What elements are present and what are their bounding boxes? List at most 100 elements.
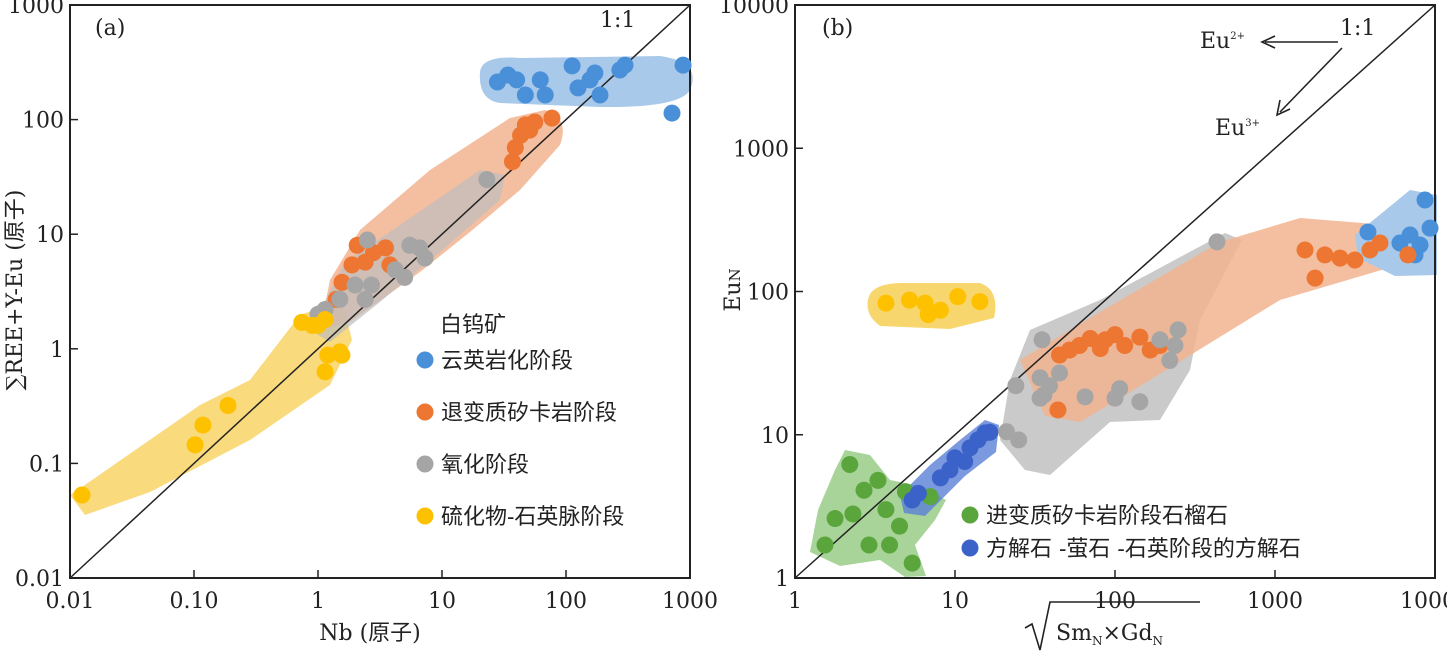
y-tick-label: 1 (775, 567, 789, 592)
data-point (343, 256, 361, 274)
data-point (1007, 377, 1025, 395)
data-point (891, 517, 909, 535)
data-point (981, 423, 999, 441)
data-point (416, 249, 434, 267)
data-point (333, 346, 351, 364)
data-point (563, 57, 581, 75)
data-point (860, 536, 878, 554)
legend-marker (416, 507, 434, 525)
data-point (219, 397, 237, 415)
data-point (358, 231, 376, 249)
data-point (1041, 377, 1059, 395)
data-point (1331, 249, 1349, 267)
x-tick-label: 1 (788, 589, 802, 614)
data-point (543, 109, 561, 127)
data-point (186, 436, 204, 454)
data-point (956, 453, 974, 471)
data-point (1049, 401, 1067, 419)
legend-marker (416, 351, 434, 369)
y-axis-label: ∑REE+Y-Eu (原子) (3, 190, 28, 391)
sqrt-sign (1024, 601, 1200, 651)
data-point (1051, 364, 1069, 382)
data-point (346, 276, 364, 294)
legend-label: 氧化阶段 (441, 453, 529, 478)
legend-label: 退变质矽卡岩阶段 (441, 401, 617, 426)
data-point (881, 536, 899, 554)
data-point (1359, 223, 1377, 241)
data-point (1371, 234, 1389, 252)
x-tick-label: 1000 (662, 589, 718, 614)
y-tick-label: 1000 (8, 0, 64, 19)
data-point (663, 104, 681, 122)
data-point (1416, 191, 1434, 209)
data-point (356, 290, 374, 308)
x-tick-label: 1 (311, 589, 325, 614)
y-tick-label: 10 (761, 424, 789, 449)
data-point (1208, 233, 1226, 251)
x-label-sub: N (1153, 634, 1164, 648)
legend-title: 白钨矿 (440, 313, 506, 338)
y-tick-label: 1000 (733, 137, 789, 162)
x-axis-label: Nb (原子) (319, 621, 421, 646)
x-tick-label: 10 (428, 589, 456, 614)
data-point (1151, 331, 1169, 349)
data-point (478, 171, 496, 189)
data-point (877, 501, 895, 519)
data-point (1346, 251, 1364, 269)
data-point (362, 276, 380, 294)
data-point (1010, 431, 1028, 449)
data-point (586, 64, 604, 82)
data-point (516, 86, 534, 104)
x-tick-label: 100 (545, 589, 587, 614)
eu3-label: Eu3+ (1215, 116, 1260, 141)
data-point (877, 294, 895, 312)
y-tick-label: 10000 (719, 0, 789, 19)
data-point (1421, 219, 1439, 237)
y-tick-label: 100 (22, 109, 64, 134)
data-point (333, 273, 351, 291)
x-tick-label: 0.10 (170, 589, 219, 614)
data-point (674, 56, 692, 74)
panel-label: (a) (95, 16, 125, 41)
eu3-text: Eu (1215, 116, 1245, 141)
legend-marker (961, 506, 979, 524)
data-point (1111, 380, 1129, 398)
x-axis-label: SmN×GdN (1056, 621, 1163, 648)
data-point (526, 113, 544, 131)
line-label: 1:1 (1340, 16, 1375, 41)
y-tick-label: 100 (747, 281, 789, 306)
data-point (1306, 269, 1324, 287)
y-tick-label: 10 (36, 223, 64, 248)
data-point (508, 71, 526, 89)
legend-marker (416, 455, 434, 473)
data-point (1169, 321, 1187, 339)
data-point (376, 239, 394, 257)
data-point (569, 79, 587, 97)
data-point (931, 301, 949, 319)
data-point (971, 293, 989, 311)
data-point (1399, 246, 1417, 264)
data-point (531, 71, 549, 89)
y-label-main: Eu (721, 281, 746, 311)
data-point (316, 311, 334, 329)
x-tick-label: 100 (1094, 589, 1136, 614)
line-label: 1:1 (600, 8, 635, 33)
panel-label: (b) (822, 16, 853, 41)
data-point (841, 455, 859, 473)
data-point (909, 484, 927, 502)
data-point (1106, 326, 1124, 344)
data-point (1316, 246, 1334, 264)
data-point (844, 505, 862, 523)
data-point (998, 423, 1016, 441)
x-tick-label: 1000 (1247, 589, 1303, 614)
legend-marker (416, 403, 434, 421)
data-point (1076, 388, 1094, 406)
data-point (1296, 241, 1314, 259)
data-point (826, 510, 844, 528)
region-green (810, 450, 946, 577)
legend-label: 方解石 -萤石 -石英阶段的方解石 (986, 537, 1301, 562)
eu3-sup: 3+ (1245, 118, 1260, 129)
eu2-label: Eu2+ (1200, 29, 1245, 54)
